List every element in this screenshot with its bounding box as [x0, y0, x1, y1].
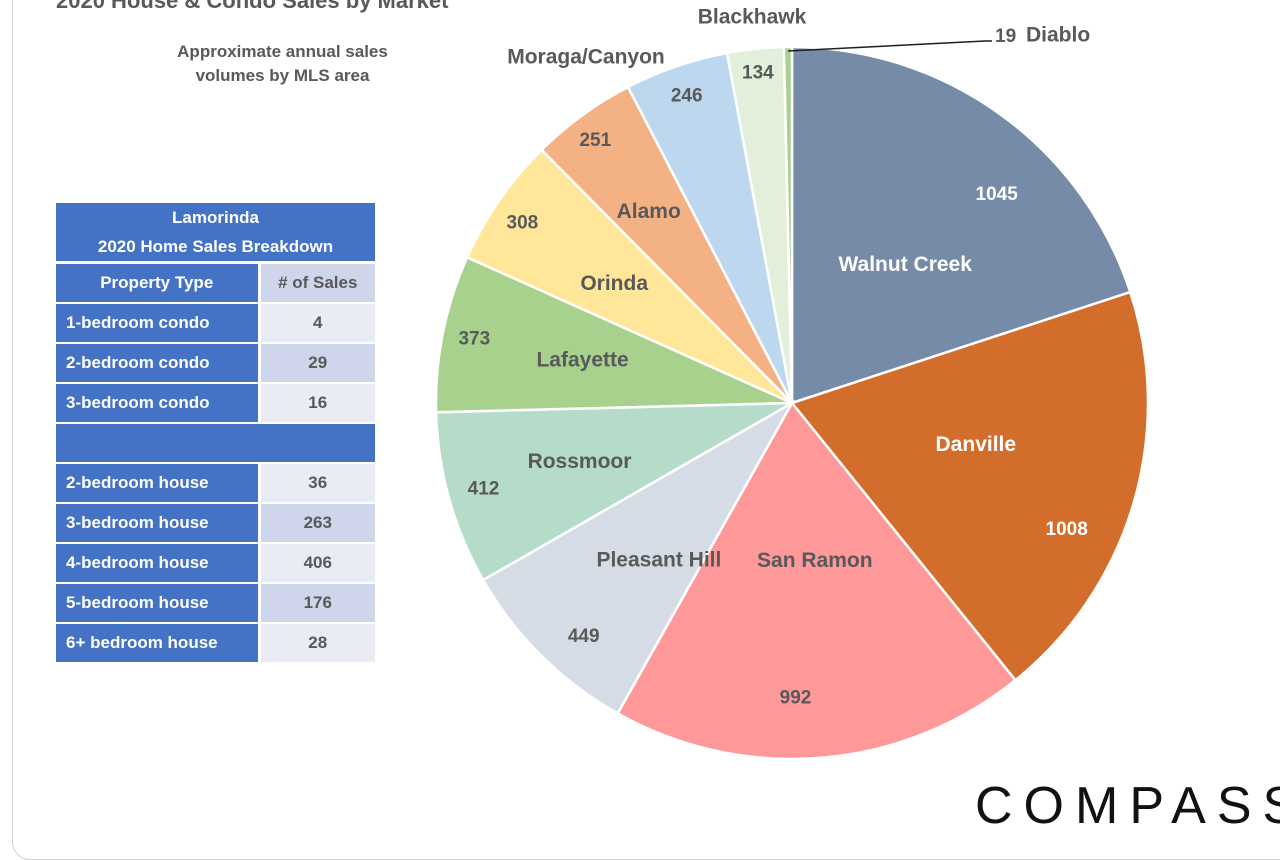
chart-title: 2020 House & Condo Sales by Market: [56, 0, 449, 13]
diablo-leader-line: [787, 40, 992, 52]
pie-chart: Walnut Creek 1045 Danville 1008 San Ramon 992…: [434, 6, 1150, 761]
table-row: 2-bedroom house 36: [56, 463, 375, 504]
property-type-cell: 3-bedroom condo: [56, 383, 261, 424]
slice-value-rossmoor: 412: [468, 479, 500, 500]
slice-label-san-ramon: San Ramon: [757, 549, 873, 572]
sales-breakdown-table: Lamorinda 2020 Home Sales Breakdown Prop…: [56, 203, 375, 664]
property-type-cell: 6+ bedroom house: [56, 623, 261, 664]
table-row: 4-bedroom house 406: [56, 543, 375, 584]
property-type-cell: 1-bedroom condo: [56, 303, 261, 344]
pie-slice-rossmoor: [434, 401, 793, 582]
table-title: Lamorinda 2020 Home Sales Breakdown: [56, 203, 375, 264]
slice-value-walnut-creek: 1045: [976, 184, 1019, 205]
table-row: 3-bedroom house 263: [56, 503, 375, 544]
pie-slice-pleasant-hill: [481, 399, 796, 716]
slice-value-pleasant-hill: 449: [568, 626, 600, 647]
slice-value-blackhawk: 134: [742, 63, 774, 84]
sales-count-cell: 4: [259, 303, 375, 344]
slice-label-blackhawk: Blackhawk: [698, 6, 807, 29]
slice-label-diablo: Diablo: [1026, 24, 1090, 47]
table-row: 3-bedroom condo 16: [56, 383, 375, 424]
table-row: 6+ bedroom house 28: [56, 623, 375, 664]
property-type-cell: 4-bedroom house: [56, 543, 261, 584]
table-row: 5-bedroom house 176: [56, 583, 375, 624]
pie-slice-lafayette: [434, 255, 793, 414]
pie-slice-danville: [789, 290, 1150, 682]
table-title-line1: Lamorinda: [172, 208, 259, 227]
slice-label-moraga-canyon: Moraga/Canyon: [507, 46, 665, 69]
slice-value-alamo: 251: [579, 130, 611, 151]
column-header-type: Property Type: [56, 262, 261, 304]
table-separator-row: [56, 423, 375, 464]
pie-slice-orinda: [465, 148, 793, 405]
sales-count-cell: 406: [259, 543, 375, 584]
table-row: 2-bedroom condo 29: [56, 343, 375, 384]
slice-label-rossmoor: Rossmoor: [528, 450, 632, 473]
table-row: 1-bedroom condo 4: [56, 303, 375, 344]
slice-value-moraga-canyon: 246: [671, 86, 703, 107]
slice-value-lafayette: 373: [458, 328, 490, 349]
pie-slice-diablo: [782, 45, 794, 404]
slice-label-danville: Danville: [936, 433, 1017, 456]
pie-slice-san-ramon: [615, 400, 1018, 761]
sales-count-cell: 263: [259, 503, 375, 544]
sales-count-cell: 36: [259, 463, 375, 504]
pie-slice-walnut-creek: [790, 45, 1132, 405]
slice-label-alamo: Alamo: [617, 200, 681, 223]
column-header-count: # of Sales: [259, 262, 375, 304]
property-type-cell: 3-bedroom house: [56, 503, 261, 544]
slice-label-pleasant-hill: Pleasant Hill: [596, 548, 721, 571]
compass-logo: COMPASS: [975, 777, 1280, 835]
property-type-cell: 2-bedroom house: [56, 463, 261, 504]
slice-label-lafayette: Lafayette: [536, 349, 628, 372]
slice-label-orinda: Orinda: [580, 272, 648, 295]
sales-count-cell: 28: [259, 623, 375, 664]
slice-label-walnut-creek: Walnut Creek: [838, 253, 972, 276]
slice-value-diablo: 19: [995, 26, 1016, 47]
chart-subtitle: Approximate annual sales volumes by MLS …: [177, 42, 388, 85]
property-type-cell: 5-bedroom house: [56, 583, 261, 624]
sales-count-cell: 16: [259, 383, 375, 424]
sales-count-cell: 29: [259, 343, 375, 384]
slice-value-danville: 1008: [1046, 519, 1088, 540]
slice-value-orinda: 308: [507, 212, 539, 233]
slice-value-san-ramon: 992: [780, 688, 812, 709]
property-type-cell: 2-bedroom condo: [56, 343, 261, 384]
table-title-line2: 2020 Home Sales Breakdown: [97, 237, 334, 256]
sales-count-cell: 176: [259, 583, 375, 624]
